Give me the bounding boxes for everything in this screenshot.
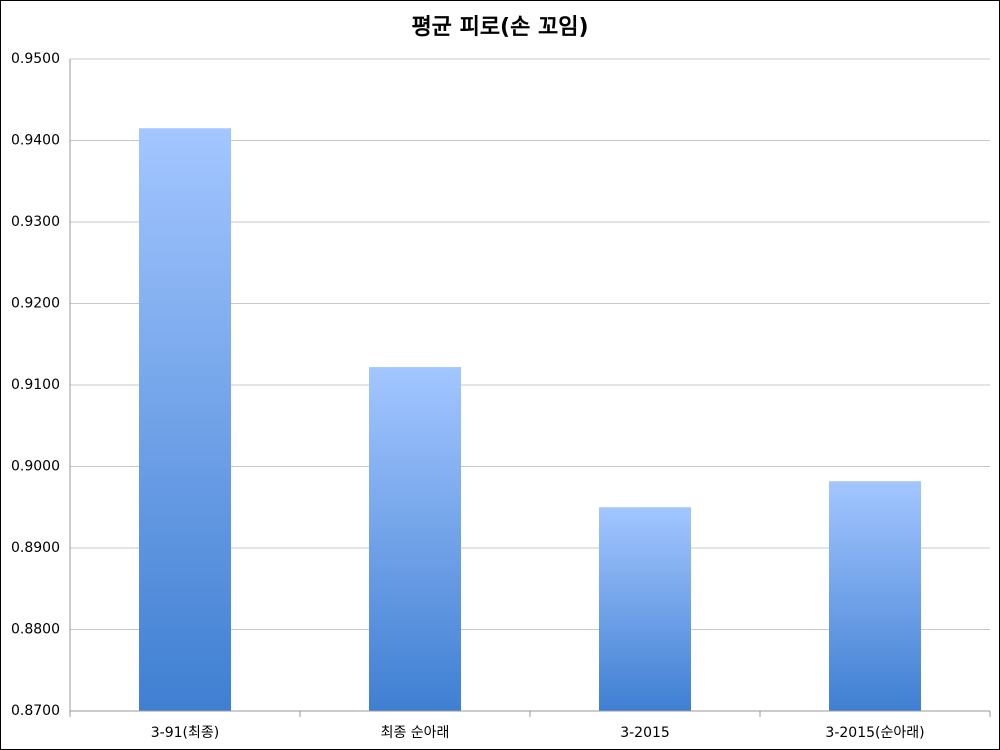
bar <box>829 481 921 711</box>
y-tick-label: 0.9200 <box>11 296 60 312</box>
bar <box>599 507 691 711</box>
y-tick-label: 0.8800 <box>11 622 60 638</box>
bar <box>369 367 461 711</box>
bar <box>139 128 231 711</box>
y-tick-label: 0.9400 <box>11 133 60 149</box>
y-tick-label: 0.9500 <box>11 51 60 67</box>
y-tick-label: 0.8700 <box>11 703 60 719</box>
y-tick-label: 0.9100 <box>11 377 60 393</box>
x-tick-label: 3-91(최종) <box>151 725 219 741</box>
x-tick-label: 3-2015(순아래) <box>825 725 924 741</box>
chart-title: 평균 피로(손 꼬임) <box>411 15 588 40</box>
x-tick-label: 최종 순아래 <box>381 725 450 741</box>
x-tick-label: 3-2015 <box>620 725 670 741</box>
y-tick-label: 0.9300 <box>11 214 60 230</box>
y-tick-label: 0.9000 <box>11 459 60 475</box>
y-tick-label: 0.8900 <box>11 540 60 556</box>
